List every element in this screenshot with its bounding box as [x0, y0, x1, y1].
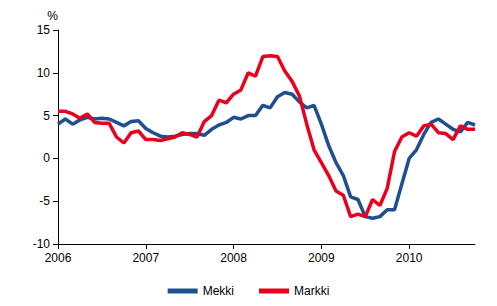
svg-text:2007: 2007 [132, 251, 159, 265]
svg-text:10: 10 [37, 66, 51, 80]
svg-text:2008: 2008 [220, 251, 247, 265]
svg-text:-5: -5 [39, 194, 50, 208]
svg-text:Mekki: Mekki [203, 284, 234, 298]
svg-text:2010: 2010 [396, 251, 423, 265]
svg-text:0: 0 [43, 151, 50, 165]
svg-text:Markki: Markki [294, 284, 329, 298]
svg-text:%: % [47, 9, 58, 23]
svg-text:15: 15 [37, 23, 51, 37]
svg-text:-10: -10 [33, 237, 51, 251]
svg-text:2009: 2009 [308, 251, 335, 265]
svg-text:5: 5 [43, 109, 50, 123]
svg-text:2006: 2006 [45, 251, 72, 265]
